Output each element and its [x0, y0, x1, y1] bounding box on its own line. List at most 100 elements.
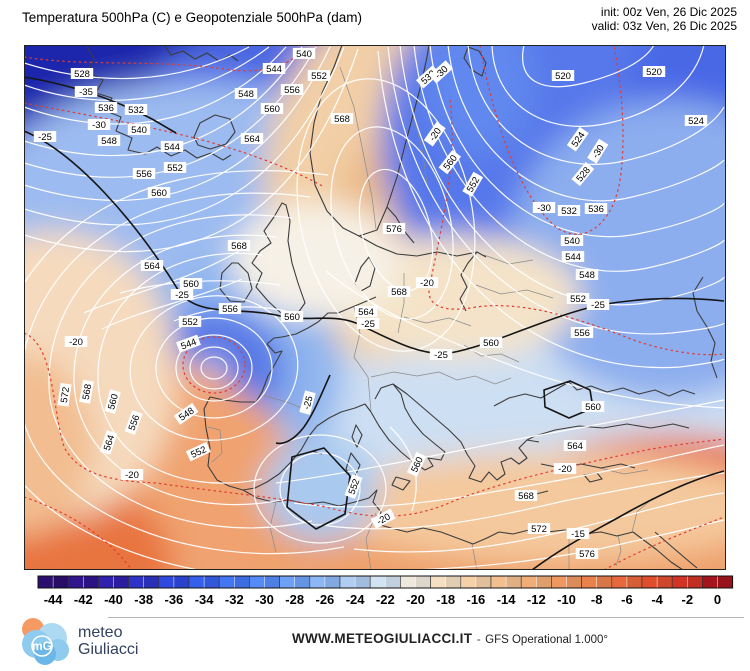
geopotential-label: 564 — [354, 306, 378, 318]
geopotential-contour — [24, 170, 376, 570]
temperature-label: -35 — [74, 86, 98, 98]
svg-text:552: 552 — [311, 71, 327, 82]
colorbar-tick-label: -22 — [376, 592, 395, 607]
geopotential-contour — [97, 252, 263, 484]
svg-text:520: 520 — [555, 71, 571, 82]
svg-text:540: 540 — [564, 236, 580, 247]
country-border — [438, 371, 512, 385]
svg-text:-25: -25 — [175, 290, 189, 301]
geopotential-label: 568 — [514, 490, 538, 502]
colorbar-tick-label: -32 — [225, 592, 244, 607]
colorbar-subsegment — [204, 576, 220, 588]
geopotential-contour — [48, 214, 313, 529]
colorbar-tick-label: -12 — [527, 592, 546, 607]
geopotential-label: 544 — [176, 334, 201, 353]
colorbar-subsegment — [596, 576, 612, 588]
temperature-colorbar: -44 -42 -40 -38 -36 -34 -32 -30 -28 -26 -24 -22 -20-… — [0, 574, 750, 614]
website-text: WWW.METEOGIULIACCI.IT — [291, 631, 473, 646]
colorbar-tick-label: -40 — [104, 592, 123, 607]
geopotential-contour — [24, 46, 287, 125]
cloud-icon — [34, 643, 56, 665]
svg-text:548: 548 — [101, 136, 117, 147]
svg-text:-20: -20 — [125, 470, 139, 481]
country-border — [339, 66, 377, 230]
geopotential-label: 568 — [227, 240, 251, 252]
geopotential-label: 560 — [260, 103, 284, 115]
geopotential-label: 564 — [240, 133, 264, 145]
geopotential-label: 544 — [561, 251, 585, 263]
svg-text:540: 540 — [296, 49, 312, 60]
colorbar-subsegment — [355, 576, 371, 588]
colorbar-tick-label: -14 — [497, 592, 517, 607]
geopotential-label: 560 — [280, 311, 304, 323]
temperature-label: -25 — [299, 390, 316, 415]
footer-caption: WWW.METEOGIULIACCI.IT - GFS Operational … — [150, 630, 750, 648]
geopotential-contour — [429, 45, 725, 238]
country-border — [615, 534, 622, 567]
temperature-label: -25 — [356, 318, 380, 330]
colorbar-tick-label: -30 — [255, 592, 274, 607]
country-border — [403, 316, 472, 327]
geopotential-label: 564 — [99, 430, 118, 455]
country-border — [397, 273, 405, 334]
colorbar-subsegment — [475, 576, 491, 588]
geopotential-label: 532 — [557, 205, 581, 217]
svg-text:544: 544 — [179, 337, 198, 353]
temperature-contour-red — [428, 99, 725, 356]
geopotential-contour — [325, 270, 725, 409]
geopotential-contour — [522, 45, 655, 88]
geopotential-label: 528 — [70, 68, 94, 80]
svg-text:-25: -25 — [591, 300, 605, 311]
colorbar-tick-label: -34 — [195, 592, 215, 607]
country-border — [631, 497, 654, 533]
geopotential-label: 540 — [292, 48, 316, 60]
svg-text:552: 552 — [570, 294, 586, 305]
coastline — [251, 202, 306, 318]
geopotential-label: 548 — [97, 135, 121, 147]
geopotential-contour — [275, 399, 725, 484]
geopotential-contour-ring — [129, 295, 299, 441]
geopotential-label: 540 — [127, 124, 151, 136]
logo-ring — [31, 635, 53, 657]
svg-text:568: 568 — [518, 491, 534, 502]
geopotential-contour-ring — [189, 346, 239, 390]
weather-map-svg: 520 5205245245285285325325325365365405405… — [24, 45, 726, 570]
svg-text:-25: -25 — [301, 395, 315, 411]
page-title: Temperatura 500hPa (C) e Geopotenziale 5… — [22, 10, 362, 25]
geopotential-label: 536 — [94, 102, 118, 114]
temperature-field-blob — [324, 452, 726, 562]
map-frame — [24, 45, 726, 570]
geopotential-label: 576 — [575, 548, 599, 560]
geopotential-label: 552 — [163, 162, 187, 174]
temperature-field — [24, 45, 726, 570]
coastline — [351, 424, 363, 448]
svg-text:572: 572 — [531, 524, 547, 535]
coastline — [370, 383, 446, 471]
colorbar-subsegment — [83, 576, 99, 588]
geopotential-label: 536 — [584, 203, 608, 215]
temperature-contour-black — [286, 447, 351, 530]
temperature-label: -25 — [33, 131, 57, 143]
coastline — [219, 262, 253, 303]
svg-text:568: 568 — [81, 383, 95, 401]
geopotential-contour — [411, 519, 725, 570]
coastline — [193, 114, 236, 150]
contour-labels: 520 5205245245285285325325325365365405405… — [33, 48, 708, 560]
colorbar-tick-label: 0 — [714, 592, 721, 607]
temperature-contour-red — [24, 496, 133, 570]
colorbar-subsegment — [506, 576, 522, 588]
svg-text:560: 560 — [106, 393, 121, 411]
colorbar-tick-label: -6 — [621, 592, 633, 607]
colorbar-subsegment — [385, 576, 401, 588]
geopotential-contour — [83, 250, 240, 314]
svg-text:-25: -25 — [434, 350, 448, 361]
svg-text:544: 544 — [565, 252, 581, 263]
geopotential-label: 572 — [57, 382, 72, 407]
svg-text:576: 576 — [386, 224, 402, 235]
svg-text:564: 564 — [144, 261, 160, 272]
coastline — [459, 251, 478, 312]
temperature-contour-black — [275, 374, 331, 445]
colorbar-tick-label: -42 — [74, 592, 93, 607]
colorbar-tick-label: -28 — [285, 592, 304, 607]
geopotential-contour-ring — [358, 168, 434, 292]
